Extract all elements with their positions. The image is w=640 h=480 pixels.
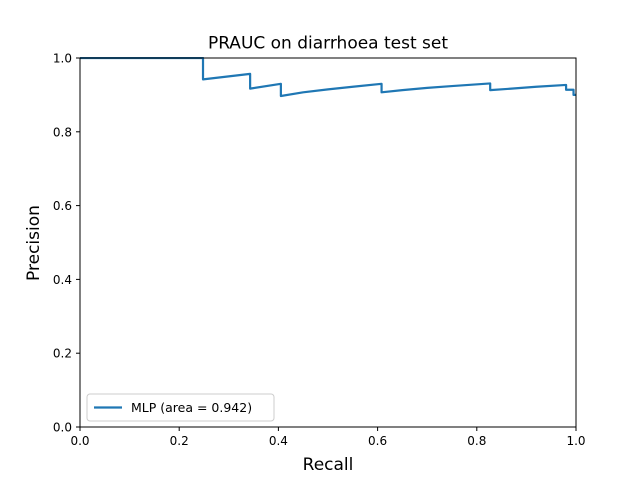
plot-frame: [80, 58, 576, 427]
x-tick-label: 0.8: [467, 434, 486, 448]
plot-area: [80, 58, 576, 427]
x-tick-label: 0.0: [70, 434, 89, 448]
series-line-0: [80, 58, 576, 96]
x-tick-label: 0.4: [269, 434, 288, 448]
y-tick-label: 0.4: [53, 273, 72, 287]
y-tick-label: 0.6: [53, 199, 72, 213]
y-tick-label: 0.8: [53, 125, 72, 139]
y-tick-label: 0.2: [53, 347, 72, 361]
y-tick-label: 0.0: [53, 421, 72, 435]
chart-title: PRAUC on diarrhoea test set: [208, 34, 448, 54]
axis-ticks: 0.0 0.2 0.4 0.6 0.8 1.0 0.0 0.2 0.4 0.6 0.8 1.0: [53, 52, 586, 449]
y-axis-label: Precision: [24, 205, 44, 281]
x-axis-label: Recall: [303, 455, 354, 475]
legend: MLP (area = 0.942): [87, 394, 274, 421]
x-tick-label: 0.6: [368, 434, 387, 448]
x-tick-label: 1.0: [566, 434, 585, 448]
legend-label: MLP (area = 0.942): [131, 400, 252, 415]
y-tick-label: 1.0: [53, 52, 72, 66]
x-tick-label: 0.2: [170, 434, 189, 448]
